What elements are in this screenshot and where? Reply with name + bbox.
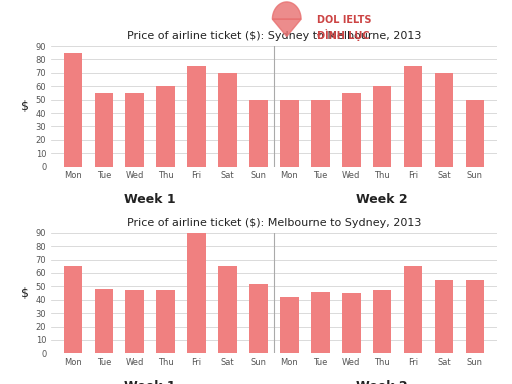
Bar — [218, 73, 237, 167]
Bar — [125, 93, 144, 167]
Bar — [280, 99, 298, 167]
Bar — [342, 93, 360, 167]
Bar — [95, 93, 113, 167]
Bar — [373, 86, 392, 167]
Text: Week 1: Week 1 — [124, 380, 176, 384]
Y-axis label: $: $ — [20, 286, 29, 300]
Bar — [125, 290, 144, 353]
Polygon shape — [272, 2, 301, 19]
Text: Week 1: Week 1 — [124, 193, 176, 206]
Y-axis label: $: $ — [20, 100, 29, 113]
Bar — [435, 73, 453, 167]
Bar — [404, 266, 422, 353]
Text: Week 2: Week 2 — [356, 380, 408, 384]
Bar — [466, 280, 484, 353]
Bar — [63, 53, 82, 167]
Text: Week 2: Week 2 — [356, 193, 408, 206]
Bar — [249, 99, 268, 167]
Bar — [187, 66, 206, 167]
Bar — [63, 266, 82, 353]
Bar — [280, 297, 298, 353]
Bar — [342, 293, 360, 353]
Bar — [187, 233, 206, 353]
Bar — [311, 292, 330, 353]
Bar — [466, 99, 484, 167]
Bar — [249, 284, 268, 353]
Bar — [373, 290, 392, 353]
Title: Price of airline ticket ($): Sydney to Melbourne, 2013: Price of airline ticket ($): Sydney to M… — [127, 31, 421, 41]
Bar — [404, 66, 422, 167]
Bar — [435, 280, 453, 353]
Bar — [218, 266, 237, 353]
Title: Price of airline ticket ($): Melbourne to Sydney, 2013: Price of airline ticket ($): Melbourne t… — [127, 218, 421, 228]
Bar — [311, 99, 330, 167]
Text: DOL IELTS
ĐÌNH LỤC: DOL IELTS ĐÌNH LỤC — [317, 15, 372, 41]
Bar — [156, 290, 175, 353]
Bar — [95, 289, 113, 353]
Bar — [156, 86, 175, 167]
Polygon shape — [272, 19, 301, 36]
